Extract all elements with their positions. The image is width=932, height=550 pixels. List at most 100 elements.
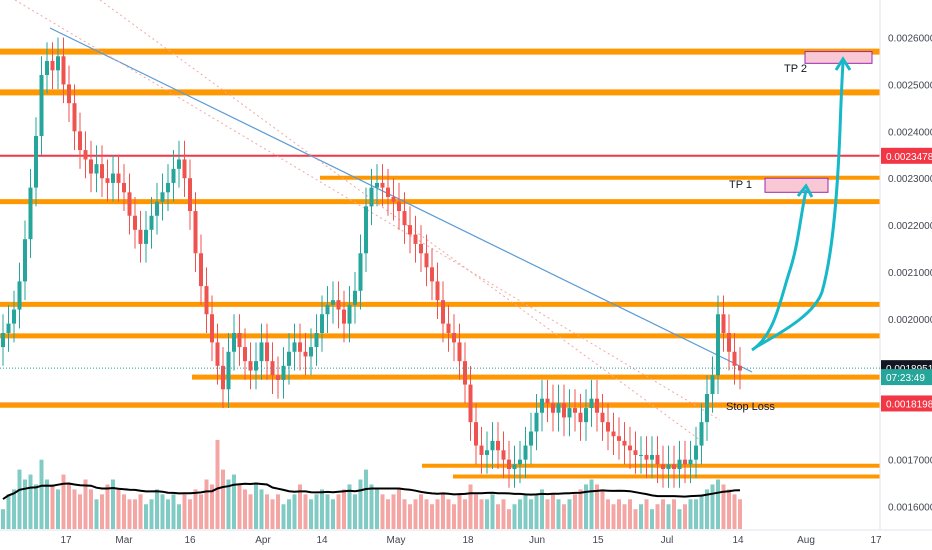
candle-body (149, 215, 154, 230)
candle-body (199, 253, 203, 287)
price-badge-text: 07:23:49 (886, 373, 925, 384)
volume-bar (611, 504, 616, 529)
volume-bar (320, 489, 324, 529)
candle-body (474, 422, 478, 446)
volume-bar (661, 499, 665, 529)
volume-bar (78, 494, 82, 529)
volume-bar (628, 499, 632, 529)
levels-layer[interactable] (0, 48, 880, 479)
targets-layer[interactable] (764, 51, 873, 193)
volume-bar (166, 499, 170, 529)
candle-body (270, 361, 275, 376)
candle-body (435, 281, 440, 301)
candle-body (633, 450, 638, 455)
volume-bar (133, 499, 137, 529)
candle-body (562, 403, 566, 418)
candle-body (298, 342, 302, 352)
volume-bar (199, 494, 203, 529)
volume-bar (727, 489, 731, 529)
target-box[interactable] (804, 51, 873, 64)
candle-body (160, 192, 165, 202)
x-tick-label: 14 (316, 535, 328, 546)
volume-bar (215, 439, 220, 529)
candle-body (105, 178, 110, 183)
volume-bar (56, 489, 60, 529)
target-box[interactable] (764, 177, 829, 193)
volume-bar (584, 484, 588, 529)
price-badge (881, 395, 932, 412)
x-tick-label: May (387, 535, 406, 546)
candle-body (402, 211, 407, 226)
candle-body (556, 403, 561, 413)
volume-bar (606, 499, 610, 529)
volume-bar (1, 509, 5, 529)
volume-bar (259, 489, 264, 529)
candle-body (485, 450, 489, 455)
volume-bar (232, 474, 236, 529)
candle-body (259, 342, 264, 362)
candle-body (72, 103, 77, 132)
candle-body (589, 398, 594, 409)
candle-body (721, 314, 726, 334)
volume-bar (45, 479, 49, 529)
volume-bar (226, 479, 231, 529)
candle-body (512, 464, 517, 470)
y-tick-label: 0.0026000 (888, 34, 932, 45)
candle-body (490, 440, 495, 451)
candle-body (23, 239, 27, 282)
x-tick-label: Jun (529, 535, 545, 546)
candle-body (716, 314, 720, 376)
volume-bar (254, 484, 258, 529)
y-tick-label: 0.0024000 (888, 127, 932, 138)
annotation-label: Stop Loss (726, 401, 775, 413)
x-tick-label: 18 (462, 535, 474, 546)
volume-bar (677, 509, 682, 529)
volume-bar (463, 499, 467, 529)
candle-body (622, 440, 627, 446)
arrowhead-icon (834, 56, 852, 71)
candle-body (699, 422, 704, 446)
channel-line[interactable] (99, 0, 701, 441)
candle-body (584, 408, 588, 423)
candle-body (1, 333, 5, 348)
volume-bar (479, 499, 484, 529)
x-tick-label: Aug (797, 535, 815, 546)
price-badge-text: 0.0023478 (886, 152, 932, 163)
projection-arrow-tp2[interactable] (755, 61, 845, 349)
volume-bar (23, 479, 27, 529)
trendline[interactable] (49, 27, 753, 373)
volume-bar (397, 489, 401, 529)
price-badge (881, 147, 932, 164)
volume-bar (496, 504, 500, 529)
projection-arrow-tp1[interactable] (751, 189, 808, 352)
volume-bar (204, 479, 209, 529)
volume-bar (61, 474, 66, 529)
candle-body (364, 206, 368, 254)
candle-body (210, 314, 214, 343)
volume-bar (193, 489, 198, 529)
candle-body (551, 403, 555, 413)
candle-body (237, 333, 242, 348)
candle-body (705, 393, 709, 423)
candle-body (358, 253, 363, 291)
volume-bar (292, 494, 297, 529)
candle-body (672, 464, 676, 470)
volume-bar (353, 494, 357, 529)
candle-body (452, 333, 456, 343)
x-tick-label: Jul (661, 535, 674, 546)
volume-bar (138, 494, 143, 529)
candle-body (391, 196, 396, 202)
volume-bar (67, 484, 71, 529)
candle-body (188, 178, 192, 212)
volume-bar (6, 494, 11, 529)
volume-bar (490, 494, 495, 529)
volume-bar (281, 504, 286, 529)
candle-body (336, 300, 341, 310)
candle-body (78, 131, 82, 151)
volume-bar (94, 499, 99, 529)
volume-bar (358, 479, 363, 529)
candle-body (12, 309, 16, 324)
arrows-layer[interactable] (751, 56, 852, 352)
volume-bar (325, 494, 330, 529)
